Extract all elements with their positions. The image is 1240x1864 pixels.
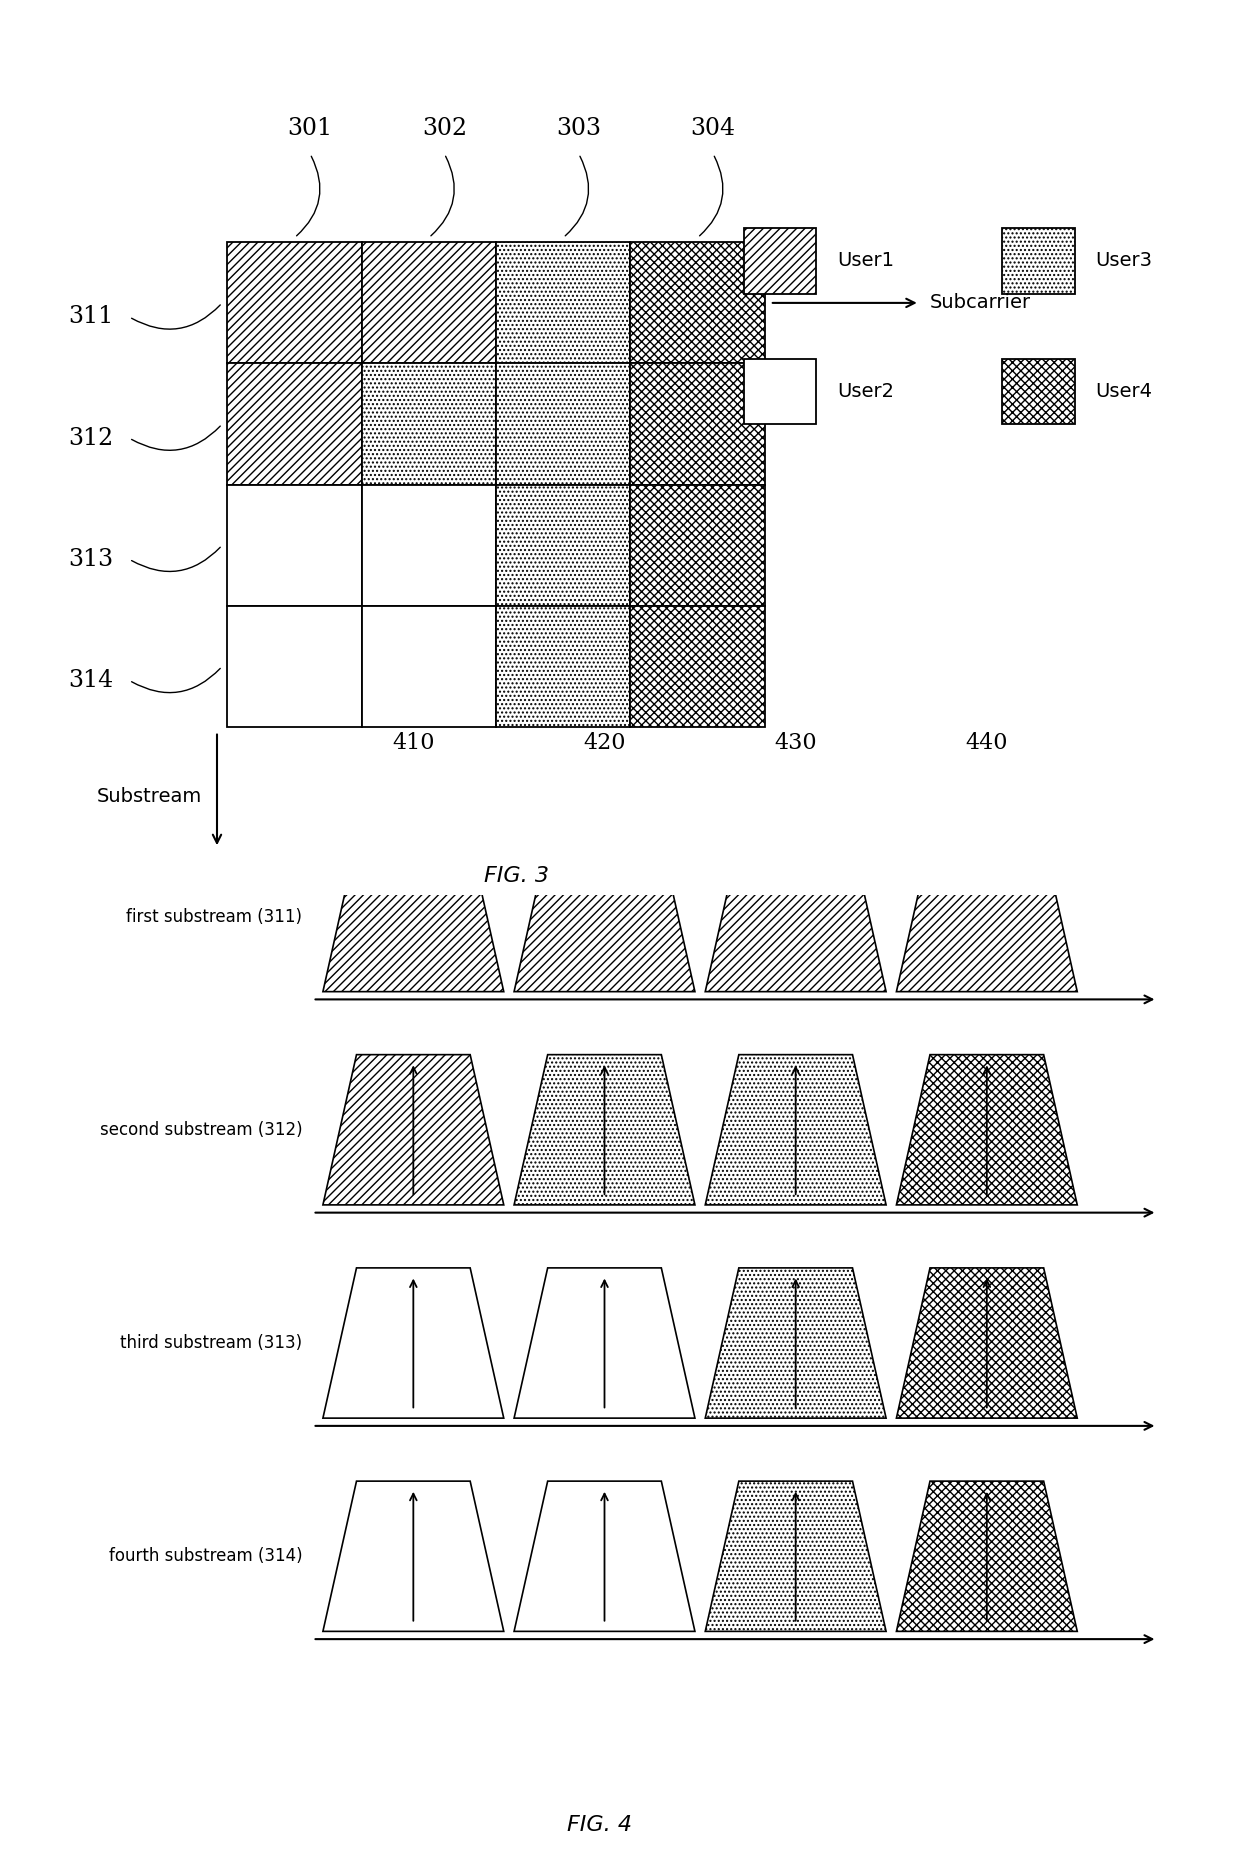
- Bar: [362, 606, 496, 727]
- Text: User2: User2: [837, 382, 894, 401]
- Text: 410: 410: [392, 733, 434, 755]
- Text: 440: 440: [966, 733, 1008, 755]
- Bar: [227, 363, 362, 485]
- Bar: [744, 227, 816, 293]
- Bar: [630, 485, 765, 606]
- Text: 311: 311: [68, 306, 114, 328]
- Text: User4: User4: [1095, 382, 1152, 401]
- Text: FIG. 4: FIG. 4: [567, 1816, 632, 1836]
- Bar: [496, 606, 630, 727]
- Polygon shape: [322, 1482, 503, 1631]
- Bar: [362, 485, 496, 606]
- Text: 420: 420: [583, 733, 626, 755]
- Text: 314: 314: [68, 669, 114, 692]
- Polygon shape: [515, 841, 694, 992]
- Text: third substream (313): third substream (313): [120, 1335, 303, 1351]
- Text: 312: 312: [68, 427, 114, 449]
- Bar: [496, 242, 630, 363]
- Text: 303: 303: [557, 117, 601, 140]
- Polygon shape: [515, 1268, 694, 1419]
- Bar: [496, 485, 630, 606]
- Polygon shape: [322, 1055, 503, 1204]
- Polygon shape: [706, 841, 887, 992]
- Text: 302: 302: [422, 117, 467, 140]
- Text: second substream (312): second substream (312): [99, 1120, 303, 1139]
- Bar: [1002, 227, 1075, 293]
- Bar: [362, 363, 496, 485]
- Text: 313: 313: [68, 548, 114, 570]
- Polygon shape: [897, 1055, 1078, 1204]
- Text: 301: 301: [288, 117, 332, 140]
- Polygon shape: [322, 1268, 503, 1419]
- Bar: [630, 363, 765, 485]
- Text: 430: 430: [774, 733, 817, 755]
- Polygon shape: [515, 1482, 694, 1631]
- Polygon shape: [706, 1268, 887, 1419]
- Text: User1: User1: [837, 252, 894, 270]
- Text: 304: 304: [691, 117, 735, 140]
- Bar: [362, 242, 496, 363]
- Bar: [496, 363, 630, 485]
- Text: Subcarrier: Subcarrier: [930, 293, 1032, 313]
- Polygon shape: [897, 1268, 1078, 1419]
- Polygon shape: [706, 1482, 887, 1631]
- Bar: [1002, 358, 1075, 423]
- Text: first substream (311): first substream (311): [126, 908, 303, 926]
- Polygon shape: [706, 1055, 887, 1204]
- Text: Substream: Substream: [97, 787, 201, 807]
- Polygon shape: [322, 841, 503, 992]
- Text: fourth substream (314): fourth substream (314): [109, 1547, 303, 1566]
- Bar: [630, 242, 765, 363]
- Bar: [227, 485, 362, 606]
- Polygon shape: [897, 1482, 1078, 1631]
- Bar: [227, 242, 362, 363]
- Text: User3: User3: [1095, 252, 1152, 270]
- Polygon shape: [515, 1055, 694, 1204]
- Bar: [744, 358, 816, 423]
- Bar: [630, 606, 765, 727]
- Polygon shape: [897, 841, 1078, 992]
- Bar: [227, 606, 362, 727]
- Text: FIG. 3: FIG. 3: [484, 867, 549, 885]
